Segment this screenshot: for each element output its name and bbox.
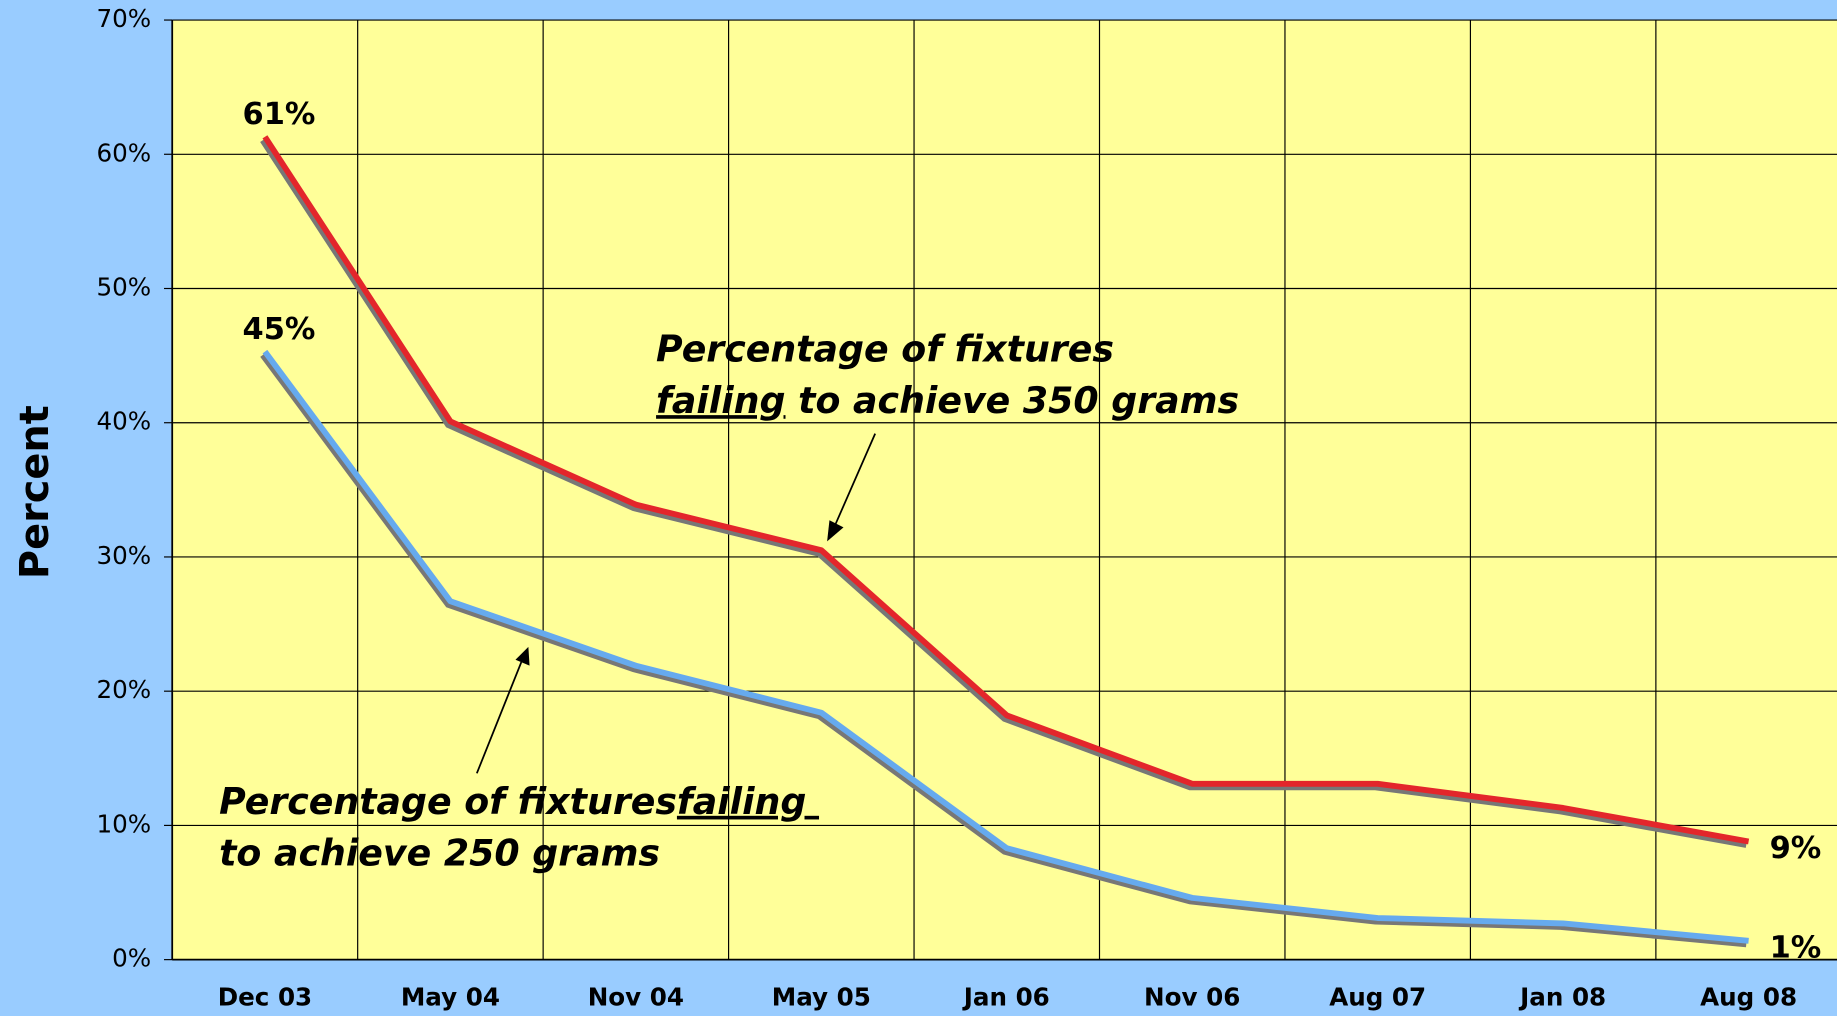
- y-tick-label: 50%: [96, 273, 151, 302]
- annotation-text: to achieve 350 grams: [786, 379, 1240, 422]
- x-tick-label: May 05: [772, 982, 871, 1011]
- y-axis-label: Percent: [12, 405, 58, 579]
- data-label: 61%: [243, 97, 316, 132]
- x-tick-label: Aug 08: [1700, 982, 1797, 1011]
- x-tick-label: Jan 08: [1518, 982, 1606, 1011]
- y-tick-label: 30%: [96, 541, 151, 570]
- x-tick-label: Jan 06: [962, 982, 1050, 1011]
- y-tick-label: 70%: [96, 4, 151, 33]
- x-tick-label: Nov 04: [588, 982, 684, 1011]
- annotation: Percentage of fixturesfailing: [219, 780, 819, 823]
- arrow-head: [515, 646, 530, 666]
- annotations: Percentage of fixturesfailing to achieve…: [219, 328, 1239, 875]
- annotation-text: failing: [656, 379, 785, 422]
- y-tick-label: 40%: [96, 407, 151, 436]
- grid: 0% 10% 20% 30% 40% 50% 60% 70% Dec 03 May 04 Nov 0…: [96, 4, 1837, 1011]
- arrow-head: [827, 520, 844, 542]
- y-tick-label: 20%: [96, 675, 151, 704]
- data-label: 9%: [1770, 831, 1822, 866]
- annotation-text: Percentage of fixtures: [219, 780, 677, 823]
- y-tick-label: 60%: [96, 138, 151, 167]
- annotation: to achieve 250 grams: [219, 831, 660, 874]
- lines: 61% 9% 45% 1%: [243, 97, 1822, 965]
- line-shadow: [260, 138, 1747, 848]
- series-line: [262, 135, 1750, 845]
- annotation: failing to achieve 350 grams: [656, 379, 1239, 422]
- y-tick-label: 10%: [96, 809, 151, 838]
- data-label: 1%: [1770, 931, 1822, 966]
- annotation: Percentage of fixtures: [656, 328, 1114, 371]
- x-tick-label: Nov 06: [1144, 982, 1240, 1011]
- line-shadow: [260, 353, 1747, 948]
- annotation-text: Percentage of fixtures: [656, 328, 1114, 371]
- data-label: 45%: [243, 312, 316, 347]
- x-tick-label: Dec 03: [218, 982, 312, 1011]
- plot-area: [172, 20, 1837, 960]
- y-tick-label: 0%: [112, 944, 151, 973]
- arrow: [833, 433, 876, 528]
- x-tick-label: Aug 07: [1329, 982, 1426, 1011]
- series-line: [262, 349, 1749, 944]
- x-tick-label: May 04: [401, 982, 500, 1011]
- annotation-text: failing: [677, 780, 819, 823]
- annotation-text: to achieve 250 grams: [219, 831, 660, 874]
- arrow: [476, 661, 523, 774]
